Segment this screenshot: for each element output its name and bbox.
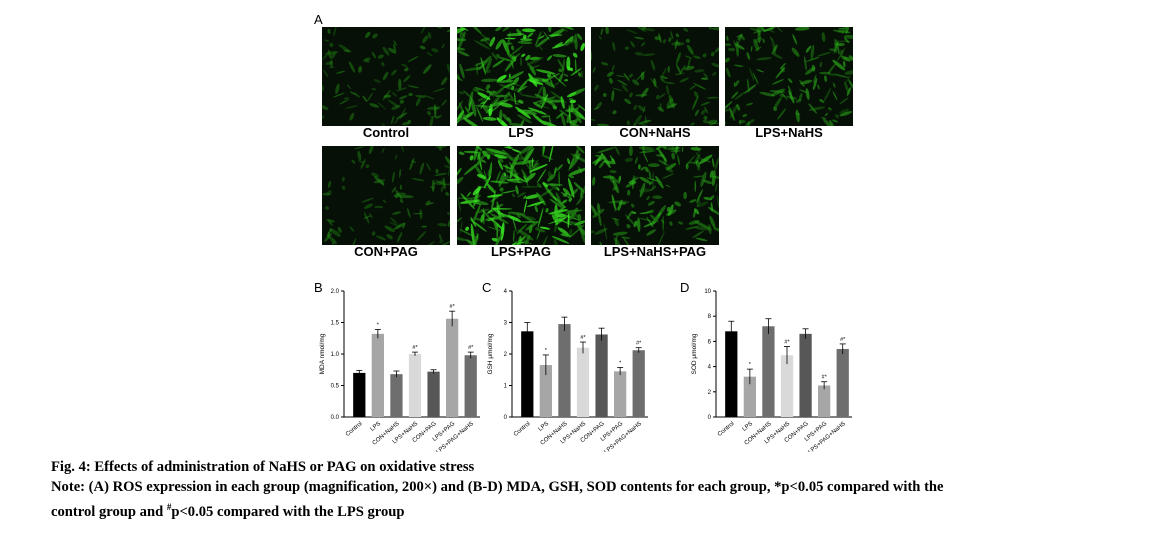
- bar: [576, 347, 590, 417]
- bar: [464, 355, 477, 417]
- significance-mark: #*: [784, 339, 790, 345]
- micrograph-1: [457, 27, 585, 126]
- caption-hash-superscript: #: [166, 502, 172, 512]
- y-tick-label: 1.0: [331, 352, 340, 358]
- bar: [595, 334, 608, 417]
- micrograph-label-6: LPS+NaHS+PAG: [603, 244, 707, 259]
- y-axis-label: SOD μmol/mg: [691, 333, 698, 374]
- y-tick-label: 0.5: [331, 384, 340, 390]
- chart-mda: B 0.0 0.5 1.0 1.5 2.0 MDA nmol/mg Control * LPS CO…: [314, 282, 514, 452]
- bar: [614, 371, 627, 417]
- caption-title: Fig. 4: Effects of administration of NaH…: [51, 459, 475, 475]
- bar: [836, 348, 849, 417]
- y-tick-label: 2: [504, 352, 508, 358]
- y-tick-label: 0.0: [331, 415, 340, 421]
- micrograph-2: [591, 27, 719, 126]
- bar: [408, 354, 422, 417]
- y-tick-label: 4: [708, 365, 712, 371]
- panel-letter-a: A: [314, 12, 323, 27]
- y-tick-label: 8: [708, 314, 712, 320]
- significance-mark: *: [749, 362, 752, 368]
- micrograph-label-5: LPS+PAG: [490, 244, 552, 259]
- x-tick-label: LPS: [538, 421, 551, 433]
- y-tick-label: 3: [504, 321, 508, 327]
- bar: [558, 324, 571, 417]
- micrograph-label-2: CON+NaHS: [619, 125, 691, 140]
- bar: [743, 376, 756, 417]
- x-tick-label: Control: [345, 421, 364, 438]
- y-tick-label: 2.0: [331, 289, 340, 295]
- bar: [539, 365, 552, 417]
- significance-mark: #*: [840, 337, 846, 343]
- y-axis-label: GSH μmol/mg: [487, 333, 494, 374]
- bar: [799, 333, 812, 417]
- x-tick-label: Control: [717, 421, 736, 438]
- significance-mark: #*: [580, 335, 586, 341]
- bar: [762, 326, 775, 417]
- y-tick-label: 6: [708, 339, 712, 345]
- significance-mark: #*: [822, 375, 828, 381]
- chart-gsh: C 0 1 2 3 4 GSH μmol/mg Control * LPS CON+NaHS #* LP…: [482, 282, 682, 452]
- micrograph-label-0: Control: [362, 125, 410, 140]
- caption-note-line1: Note: (A) ROS expression in each group (…: [51, 479, 944, 495]
- chart-letter: D: [680, 282, 689, 295]
- bar: [725, 331, 738, 417]
- caption-note-part-b: p<0.05 compared with the LPS group: [171, 503, 405, 520]
- y-axis-label: MDA nmol/mg: [319, 333, 326, 374]
- micrograph-label-3: LPS+NaHS: [755, 125, 823, 140]
- micrograph-5: [457, 146, 585, 245]
- significance-mark: *: [545, 348, 548, 354]
- micrograph-6: [591, 146, 719, 245]
- figure-caption: Fig. 4: Effects of administration of NaH…: [51, 457, 1121, 522]
- y-tick-label: 2: [708, 390, 712, 396]
- bar: [390, 374, 403, 417]
- micrograph-3: [725, 27, 853, 126]
- bar: [818, 385, 831, 417]
- y-tick-label: 0: [708, 415, 712, 421]
- x-tick-label: Control: [513, 421, 532, 438]
- caption-note-line2: control group and #p<0.05 compared with …: [51, 497, 1121, 522]
- significance-mark: *: [377, 322, 380, 328]
- chart-sod: D 0 2 4 6 8 10 SOD μmol/mg Control * LPS CON+NaHS #*…: [680, 282, 880, 452]
- bar: [521, 331, 534, 417]
- significance-mark: #*: [412, 345, 418, 351]
- y-tick-label: 0: [504, 415, 508, 421]
- bar: [371, 333, 384, 417]
- micrograph-0: [322, 27, 450, 126]
- y-tick-label: 10: [704, 289, 711, 295]
- y-tick-label: 1: [504, 384, 508, 390]
- bar: [780, 355, 794, 417]
- micrograph-label-1: LPS: [508, 125, 534, 140]
- significance-mark: #*: [450, 304, 456, 310]
- x-tick-label: LPS: [742, 421, 755, 433]
- caption-note-part-a: control group and: [51, 503, 167, 520]
- bar: [353, 372, 366, 417]
- chart-letter: B: [314, 282, 323, 295]
- x-tick-label: LPS: [370, 421, 383, 433]
- bar: [427, 371, 440, 417]
- y-tick-label: 1.5: [331, 321, 340, 327]
- bar: [632, 350, 645, 417]
- y-tick-label: 4: [504, 289, 508, 295]
- micrograph-label-4: CON+PAG: [354, 244, 418, 259]
- significance-mark: *: [619, 361, 622, 367]
- significance-mark: #*: [636, 341, 642, 347]
- bar: [446, 318, 459, 417]
- micrograph-4: [322, 146, 450, 245]
- chart-letter: C: [482, 282, 491, 295]
- significance-mark: #*: [468, 345, 474, 351]
